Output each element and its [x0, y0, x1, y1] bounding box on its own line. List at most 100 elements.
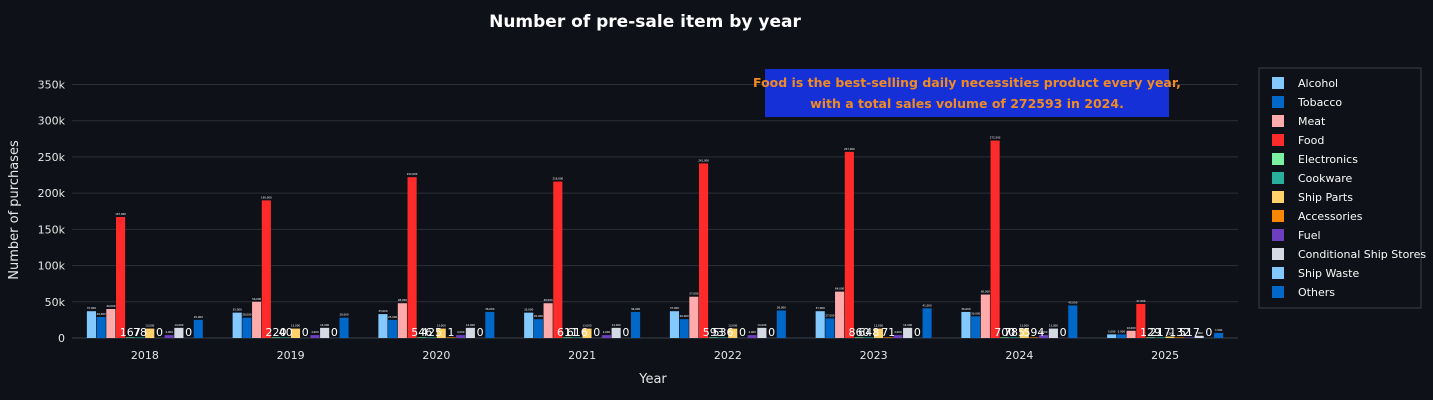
bar[interactable] [320, 327, 330, 338]
bar[interactable] [873, 328, 884, 338]
bar[interactable] [1165, 336, 1175, 338]
legend-swatch [1272, 172, 1284, 184]
bar[interactable] [718, 337, 728, 338]
bar[interactable] [864, 337, 874, 338]
bar[interactable] [971, 316, 981, 338]
bar[interactable] [893, 335, 903, 338]
bar[interactable] [339, 317, 349, 338]
bar[interactable] [1019, 328, 1029, 338]
bar[interactable] [1145, 337, 1156, 338]
bar[interactable] [397, 303, 407, 338]
legend-item[interactable]: Food [1272, 134, 1324, 147]
bar[interactable] [533, 319, 543, 338]
bar[interactable] [815, 311, 825, 338]
bar[interactable] [601, 335, 611, 338]
bar[interactable] [728, 328, 738, 338]
bar[interactable] [1107, 334, 1117, 338]
bar[interactable] [844, 151, 854, 338]
bar[interactable] [378, 314, 388, 338]
bar[interactable] [116, 217, 126, 338]
bar[interactable] [631, 311, 641, 338]
legend-item[interactable]: Conditional Ship Stores [1272, 248, 1426, 261]
legend-label: Cookware [1298, 172, 1353, 185]
bar[interactable] [485, 311, 495, 338]
bar[interactable] [96, 316, 106, 338]
bar[interactable] [990, 140, 1000, 338]
bar[interactable] [125, 337, 135, 338]
bar[interactable] [825, 318, 835, 338]
bar[interactable] [135, 337, 145, 338]
legend-item[interactable]: Fuel [1272, 229, 1321, 242]
bar[interactable] [582, 328, 592, 338]
bar[interactable] [553, 181, 563, 338]
bar[interactable] [1048, 328, 1058, 338]
bar[interactable] [679, 319, 689, 338]
bars[interactable] [86, 140, 1224, 338]
bar[interactable] [757, 327, 767, 338]
bar[interactable] [835, 291, 845, 338]
bar[interactable] [854, 337, 864, 338]
bar[interactable] [436, 328, 446, 338]
legend-item[interactable]: Accessories [1272, 210, 1363, 223]
legend-item[interactable]: Electronics [1272, 153, 1358, 166]
bar[interactable] [290, 328, 301, 338]
bar[interactable] [572, 337, 582, 338]
bar[interactable] [1184, 337, 1194, 338]
bar[interactable] [689, 296, 699, 338]
bar[interactable] [611, 327, 621, 338]
bar[interactable] [446, 337, 456, 338]
bar[interactable] [708, 337, 718, 338]
bar[interactable] [1214, 332, 1224, 338]
bar[interactable] [465, 327, 475, 338]
bar[interactable] [961, 311, 971, 338]
bar[interactable] [776, 310, 786, 338]
bar[interactable] [883, 337, 893, 338]
bar[interactable] [86, 311, 96, 338]
bar[interactable] [1126, 330, 1136, 338]
bar[interactable] [261, 200, 271, 338]
legend[interactable]: Alcohol Tobacco Meat Food Electronics Cookwar… [1258, 67, 1426, 309]
bar[interactable] [271, 337, 281, 338]
bar[interactable] [1136, 303, 1146, 338]
legend-item[interactable]: Ship Waste [1272, 267, 1359, 280]
bar[interactable] [1175, 337, 1185, 338]
bar[interactable] [106, 309, 116, 338]
bar[interactable] [1155, 337, 1165, 338]
bar[interactable] [388, 319, 398, 338]
bar[interactable] [1029, 337, 1039, 338]
bar[interactable] [1039, 335, 1049, 338]
bar[interactable] [747, 335, 757, 338]
legend-item[interactable]: Alcohol [1272, 77, 1338, 90]
legend-item[interactable]: Others [1272, 286, 1335, 299]
bar[interactable] [456, 335, 466, 338]
bar[interactable] [903, 327, 913, 338]
bar[interactable] [1000, 337, 1010, 338]
bar[interactable] [281, 337, 291, 338]
legend-item[interactable]: Ship Parts [1272, 191, 1353, 204]
bar[interactable] [922, 308, 932, 338]
bar[interactable] [164, 335, 174, 338]
bar[interactable] [145, 328, 155, 338]
bar[interactable] [242, 317, 252, 338]
bar[interactable] [699, 163, 709, 338]
bar[interactable] [252, 301, 262, 338]
bar[interactable] [1116, 334, 1126, 338]
bar[interactable] [407, 177, 417, 338]
bar[interactable] [426, 337, 437, 338]
bar[interactable] [193, 319, 203, 338]
bar[interactable] [543, 303, 553, 338]
bar[interactable] [1009, 337, 1020, 338]
bar[interactable] [310, 335, 320, 338]
bar[interactable] [562, 337, 573, 338]
bar[interactable] [174, 327, 184, 338]
bar[interactable] [417, 337, 427, 338]
legend-item[interactable]: Meat [1272, 115, 1326, 128]
legend-item[interactable]: Tobacco [1272, 96, 1342, 109]
bar[interactable] [524, 312, 534, 338]
bar[interactable] [232, 312, 242, 338]
bar[interactable] [1194, 335, 1204, 338]
legend-item[interactable]: Cookware [1272, 172, 1353, 185]
bar[interactable] [669, 311, 679, 338]
bar[interactable] [980, 294, 990, 338]
bar[interactable] [1068, 305, 1078, 338]
